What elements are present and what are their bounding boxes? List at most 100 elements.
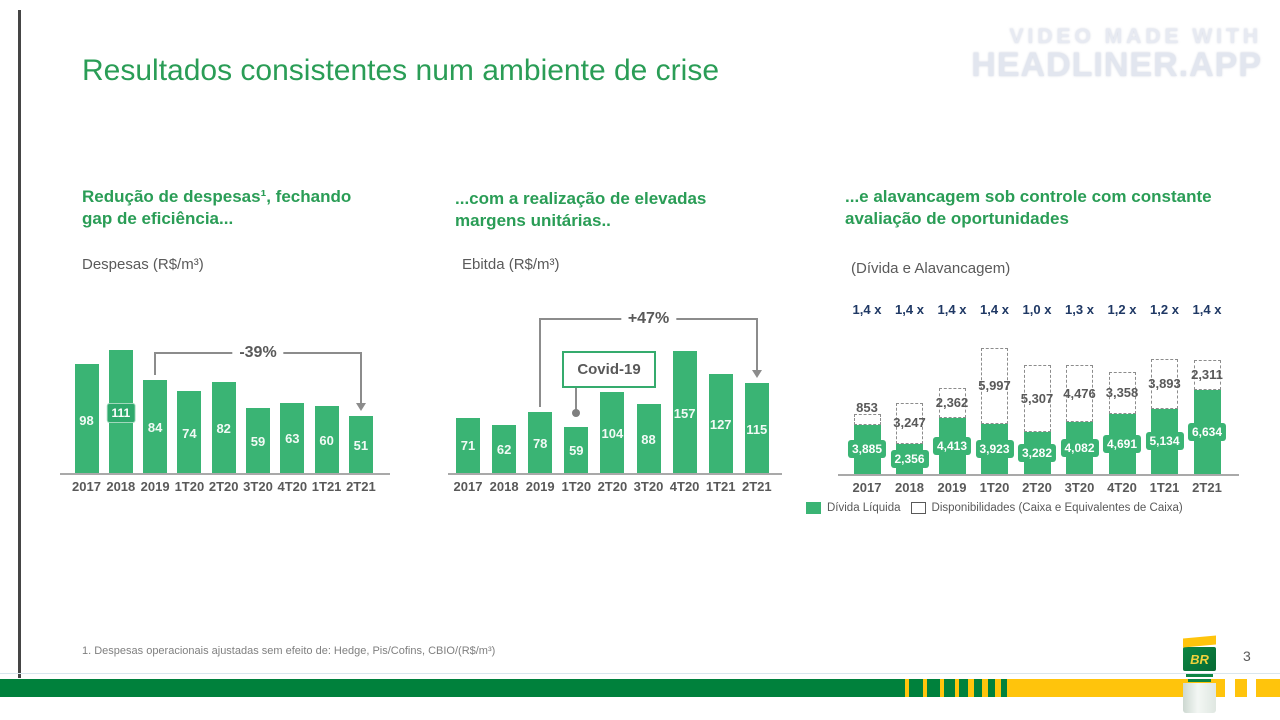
category-label: 2T20 <box>597 479 628 494</box>
bar-value-label: 88 <box>641 432 656 448</box>
covid-callout: Covid-19 <box>562 351 656 388</box>
cash-dashed-box <box>1108 371 1136 415</box>
cash-dashed-box <box>1066 365 1093 423</box>
category-label: 4T20 <box>277 479 308 494</box>
bar-value-label: 98 <box>79 412 94 428</box>
pylon-stripe <box>1188 679 1211 682</box>
pylon-cap <box>1183 635 1216 648</box>
bar-value-badge: 111 <box>106 402 136 423</box>
bracket-line <box>359 352 362 404</box>
bar <box>314 406 339 473</box>
category-label: 3T20 <box>243 479 273 494</box>
x-axis-line <box>838 474 1239 476</box>
ebitda-subtitle: Ebitda (R$/m³) <box>462 256 560 273</box>
bar-value-label: 62 <box>496 441 512 457</box>
bar-value-label: 82 <box>216 421 231 437</box>
category-label: 2T21 <box>741 479 772 494</box>
despesas-heading: Redução de despesas¹, fechando gap de ef… <box>82 187 352 229</box>
bar <box>74 364 99 473</box>
cash-dashed-box <box>896 402 923 445</box>
cash-dashed-box <box>981 348 1008 425</box>
bar <box>280 403 305 473</box>
debt-value-badge: 6,634 <box>1187 422 1227 441</box>
legend-item-divida: Dívida Líquida <box>806 502 901 514</box>
bar-value-label: 127 <box>709 417 732 433</box>
category-label: 1T21 <box>311 479 342 494</box>
white-swatch-icon <box>910 502 926 514</box>
legend-item-disponibilidades: Disponibilidades (Caixa e Equivalentes d… <box>910 502 1183 514</box>
bracket-label: -39% <box>232 344 284 362</box>
footnote: 1. Despesas operacionais ajustadas sem e… <box>82 645 496 657</box>
bracket-line <box>154 352 157 375</box>
leverage-ratio: 1,4 x <box>852 302 882 317</box>
bar <box>636 404 661 473</box>
ebitda-chart: 71 2017 62 2018 78 2019 59 1T20 104 2T20 88 3T20 157… <box>448 300 788 500</box>
bar <box>672 350 697 473</box>
footer-bar-green-block <box>1001 679 1007 697</box>
footer-bar-green-block <box>988 679 995 697</box>
page-number: 3 <box>1243 648 1251 664</box>
bar-value-label: 104 <box>601 426 624 442</box>
slide-title: Resultados consistentes num ambiente de … <box>82 54 720 87</box>
x-axis-line <box>448 473 782 475</box>
debt-value-badge: 3,885 <box>847 440 887 459</box>
cash-value-label: 3,893 <box>1148 376 1181 392</box>
despesas-chart: 98 2017 111 2018 84 2019 74 1T20 82 2T20 59 3T20 63 4… <box>60 330 395 500</box>
category-label: 4T20 <box>669 479 700 494</box>
footer-bar-green-block <box>944 679 955 697</box>
category-label: 2T20 <box>208 479 239 494</box>
bar <box>211 381 236 473</box>
green-swatch-icon <box>806 502 821 514</box>
category-label: 2019 <box>525 479 555 494</box>
cash-value-label: 2,311 <box>1191 367 1223 383</box>
footer-bar-green <box>0 679 905 697</box>
bar <box>456 417 480 473</box>
category-label: 3T20 <box>633 479 664 494</box>
divida-subtitle: (Dívida e Alavancagem) <box>851 260 1011 277</box>
category-label: 3T20 <box>1064 480 1095 495</box>
bar-value-label: 59 <box>250 433 266 449</box>
category-label: 1T20 <box>174 479 205 494</box>
debt-value-badge: 4,082 <box>1060 439 1099 458</box>
debt-value-badge: 4,691 <box>1102 435 1142 454</box>
leverage-ratio: 1,3 x <box>1065 302 1094 317</box>
leverage-ratio: 1,4 x <box>980 302 1009 317</box>
cash-dashed-box <box>853 413 881 425</box>
bar-value-label: 51 <box>353 437 369 453</box>
footer-bar-green-block <box>974 679 982 697</box>
category-label: 2T21 <box>1192 480 1222 495</box>
callout-dot-icon <box>572 408 581 417</box>
ebitda-heading: ...com a realização de elevadas margens … <box>455 189 707 231</box>
bar <box>492 424 517 473</box>
category-label: 2018 <box>895 480 924 495</box>
debt-value-badge: 3,923 <box>975 440 1014 459</box>
leverage-ratio: 1,4 x <box>895 302 924 317</box>
bar-value-label: 115 <box>746 421 768 437</box>
watermark-line2: HEADLINER.APP <box>971 46 1262 85</box>
cash-value-label: 853 <box>856 399 878 415</box>
pylon-stripe <box>1186 674 1213 677</box>
category-label: 2019 <box>140 479 170 494</box>
leverage-ratio: 1,0 x <box>1022 302 1052 317</box>
bar <box>528 412 553 473</box>
bar <box>143 379 168 473</box>
bracket-line <box>755 318 758 371</box>
bar-value-label: 71 <box>460 438 476 454</box>
category-label: 2017 <box>453 479 483 494</box>
category-label: 1T20 <box>561 479 592 494</box>
bar-value-label: 60 <box>319 433 334 449</box>
watermark-line1: VIDEO MADE WITH <box>1009 25 1262 48</box>
category-label: 1T21 <box>1149 480 1180 495</box>
cash-dashed-box <box>1193 360 1221 390</box>
debt-value-badge: 5,134 <box>1145 432 1184 451</box>
bar <box>708 373 733 473</box>
bar <box>564 426 589 473</box>
legend-label-disponibilidades: Disponibilidades (Caixa e Equivalentes d… <box>931 502 1183 514</box>
category-label: 2T20 <box>1022 480 1052 495</box>
bar-value-label: 63 <box>285 431 300 447</box>
bar-value-label: 78 <box>532 435 548 451</box>
bar <box>600 391 625 473</box>
callout-connector <box>575 384 578 411</box>
footer-bar-gap <box>1247 679 1256 697</box>
